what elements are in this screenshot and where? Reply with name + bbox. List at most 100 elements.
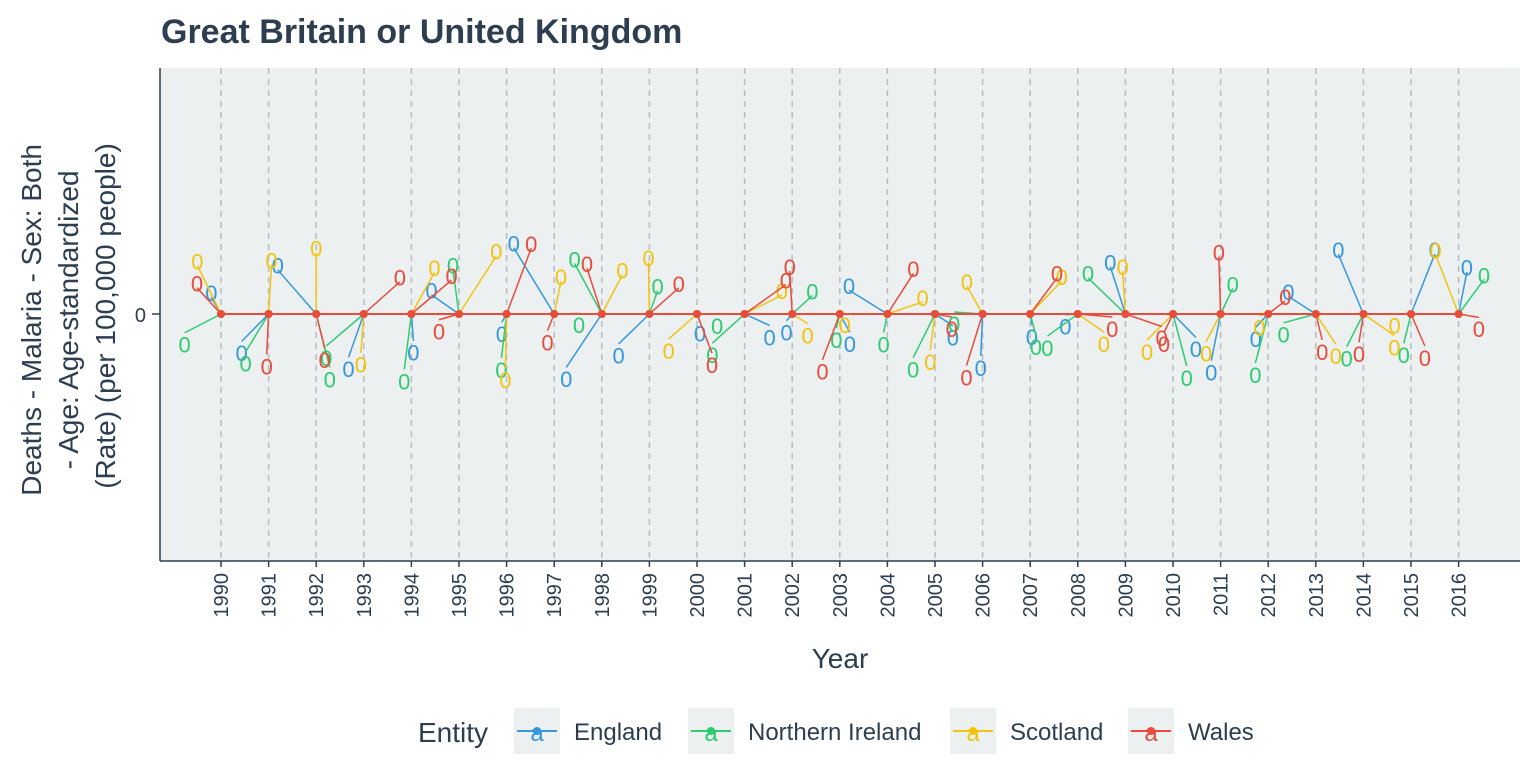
x-tick-label: 2011	[1211, 573, 1233, 616]
data-label: 0	[179, 333, 191, 358]
data-label: 0	[1030, 335, 1042, 360]
data-label: 0	[946, 317, 958, 342]
data-label: 0	[801, 323, 813, 348]
data-point	[645, 310, 653, 318]
data-label: 0	[924, 350, 936, 375]
data-label: 0	[1158, 332, 1170, 357]
y-axis-title-line-3: (Rate) (per 100,000 people)	[90, 143, 121, 489]
data-label: 0	[1082, 262, 1094, 287]
legend-key-glyph: a	[704, 720, 718, 747]
data-label: 0	[916, 286, 928, 311]
data-point	[979, 310, 987, 318]
data-label: 0	[407, 341, 419, 366]
data-label: 0	[240, 352, 252, 377]
data-label: 0	[191, 272, 203, 297]
y-axis-title-line-2: - Age: Age-standardized	[53, 170, 84, 469]
data-label: 0	[525, 232, 537, 257]
data-label: 0	[613, 344, 625, 369]
data-label: 0	[568, 247, 580, 272]
data-label: 0	[1051, 262, 1063, 287]
data-point	[1407, 310, 1415, 318]
data-point	[598, 310, 606, 318]
legend-item: a Scotland	[950, 708, 1103, 754]
x-tick-label: 2002	[782, 573, 804, 618]
data-point	[931, 310, 939, 318]
x-tick-label: 2007	[1020, 573, 1042, 618]
data-label: 0	[342, 357, 354, 382]
data-label: 0	[960, 365, 972, 390]
data-label: 0	[1341, 347, 1353, 372]
data-point	[1359, 310, 1367, 318]
data-point	[1455, 310, 1463, 318]
data-label: 0	[1116, 255, 1128, 280]
legend-label: Northern Ireland	[748, 719, 921, 746]
data-label: 0	[673, 272, 685, 297]
data-point	[360, 310, 368, 318]
x-tick-label: 1995	[449, 573, 471, 618]
y-axis-title: Deaths - Malaria - Sex: Both - Age: Age-…	[16, 136, 121, 495]
x-tick-label: 2016	[1449, 573, 1471, 618]
x-tick-label: 1992	[306, 573, 328, 618]
data-label: 0	[907, 358, 919, 383]
x-tick-label: 2013	[1306, 573, 1328, 618]
data-label: 0	[1388, 335, 1400, 360]
data-label: 0	[907, 257, 919, 282]
data-label: 0	[394, 266, 406, 291]
data-point	[407, 310, 415, 318]
x-tick-label: 1997	[544, 573, 566, 618]
data-label: 0	[445, 264, 457, 289]
data-label: 0	[428, 256, 440, 281]
data-label: 0	[706, 353, 718, 378]
x-tick-label: 1996	[497, 573, 519, 618]
x-tick-label: 1994	[401, 573, 423, 618]
data-label: 0	[1461, 256, 1473, 281]
data-label: 0	[490, 240, 502, 265]
data-label: 0	[541, 330, 553, 355]
data-point	[217, 310, 225, 318]
legend-item: a Northern Ireland	[688, 708, 921, 754]
x-tick-label: 2001	[735, 573, 757, 618]
legend-title: Entity	[418, 717, 488, 748]
data-label: 0	[1141, 340, 1153, 365]
data-label: 0	[1332, 238, 1344, 263]
data-point	[312, 310, 320, 318]
legend-label: Wales	[1188, 719, 1254, 746]
data-label: 0	[784, 255, 796, 280]
data-point	[1169, 310, 1177, 318]
data-point	[741, 310, 749, 318]
data-point	[1217, 310, 1225, 318]
legend-label: Scotland	[1010, 719, 1103, 746]
data-label: 0	[1200, 341, 1212, 366]
legend-label: England	[574, 719, 662, 746]
data-point	[836, 310, 844, 318]
data-label: 0	[1181, 366, 1193, 391]
x-tick-label: 2008	[1068, 573, 1090, 618]
data-point	[883, 310, 891, 318]
data-label: 0	[573, 313, 585, 338]
data-point	[1121, 310, 1129, 318]
data-label: 0	[560, 367, 572, 392]
data-point	[1074, 310, 1082, 318]
data-label: 0	[806, 279, 818, 304]
x-tick-label: 1998	[592, 573, 614, 618]
data-label: 0	[319, 348, 331, 373]
data-point	[1026, 310, 1034, 318]
data-label: 0	[1227, 272, 1239, 297]
data-point	[693, 310, 701, 318]
legend-key-glyph: a	[966, 720, 980, 747]
data-label: 0	[1473, 317, 1485, 342]
x-tick-label: 1993	[354, 573, 376, 618]
data-label: 0	[433, 320, 445, 345]
data-label: 0	[780, 321, 792, 346]
data-label: 0	[1041, 336, 1053, 361]
y-tick-label-0: 0	[135, 305, 146, 327]
data-point	[1312, 310, 1320, 318]
data-label: 0	[763, 325, 775, 350]
data-point	[550, 310, 558, 318]
data-label: 0	[499, 368, 511, 393]
data-label: 0	[662, 339, 674, 364]
x-tick-label: 2005	[925, 573, 947, 618]
